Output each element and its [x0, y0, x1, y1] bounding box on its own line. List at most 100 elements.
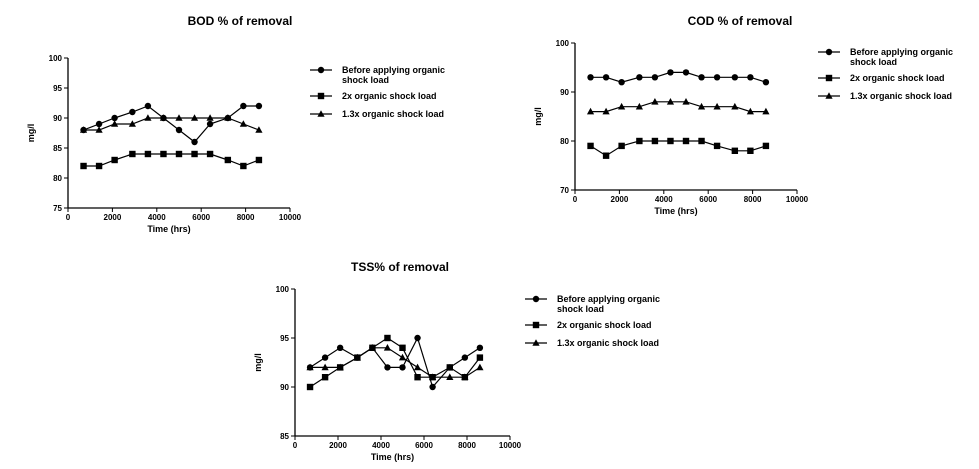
x-tick-label: 4000: [148, 213, 166, 222]
legend-label: 1.3x organic shock load: [850, 91, 952, 101]
x-tick-label: 6000: [192, 213, 210, 222]
legend-marker-triangle: [317, 110, 325, 117]
data-point-circle: [399, 364, 406, 371]
data-point-triangle: [461, 373, 469, 380]
data-point-triangle: [383, 344, 392, 351]
legend-label: 2x organic shock load: [850, 73, 945, 83]
y-tick-label: 90: [280, 383, 289, 392]
data-point-square: [191, 150, 198, 158]
data-point-triangle: [144, 114, 152, 121]
bod-chart: 75 80 85 90 95 100 0 2000 4000 6000 8000 10000 Time …: [26, 54, 445, 234]
data-point-circle: [602, 74, 610, 81]
legend-label: Before applying organic: [557, 294, 660, 304]
y-tick-label: 95: [280, 334, 289, 343]
data-point-circle: [336, 344, 344, 351]
data-point-circle: [762, 79, 770, 86]
legend-label: 1.3x organic shock load: [557, 338, 659, 348]
data-point-triangle: [128, 120, 136, 127]
legend-marker-square: [532, 321, 540, 329]
series-line: [590, 71, 767, 83]
data-point-circle: [321, 354, 329, 361]
data-point-circle: [384, 364, 391, 371]
y-tick-label: 90: [560, 88, 569, 97]
series-triangle: [79, 114, 263, 133]
data-point-triangle: [224, 114, 232, 121]
x-axis-label: Time (hrs): [147, 224, 190, 234]
data-point-circle: [476, 344, 484, 351]
legend-marker-circle: [532, 295, 540, 303]
data-point-triangle: [635, 102, 643, 110]
series-square: [587, 137, 770, 159]
data-point-triangle: [111, 120, 119, 127]
legend-marker-square: [825, 74, 833, 82]
x-tick-label: 10000: [279, 213, 302, 222]
data-point-triangle: [446, 373, 454, 380]
data-point-square: [240, 162, 247, 170]
data-point-square: [224, 156, 232, 164]
data-point-circle: [191, 138, 198, 146]
x-axis-label: Time (hrs): [371, 452, 414, 462]
data-point-square: [111, 156, 118, 164]
data-point-triangle: [618, 102, 626, 110]
data-point-triangle: [713, 102, 721, 110]
data-point-square: [651, 137, 659, 145]
data-point-square: [731, 147, 739, 154]
data-point-circle: [618, 79, 625, 86]
x-tick-label: 10000: [499, 441, 522, 450]
x-tick-label: 0: [66, 213, 71, 222]
data-point-circle: [651, 74, 659, 81]
legend-label: shock load: [557, 304, 604, 314]
data-point-circle: [682, 69, 690, 76]
x-tick-label: 2000: [611, 195, 629, 204]
data-point-triangle: [336, 363, 344, 371]
series-line: [309, 337, 481, 388]
x-tick-label: 4000: [372, 441, 390, 450]
x-tick-label: 8000: [744, 195, 762, 204]
y-tick-label: 90: [53, 114, 62, 123]
data-point-circle: [414, 334, 421, 342]
tss-chart-title: TSS% of removal: [350, 260, 450, 274]
data-point-triangle: [79, 126, 88, 133]
series-line: [590, 101, 766, 113]
x-tick-label: 6000: [699, 195, 717, 204]
data-point-circle: [240, 102, 247, 110]
data-point-triangle: [762, 107, 770, 115]
data-point-circle: [667, 69, 674, 76]
data-point-square: [698, 137, 705, 145]
cod-chart-panel: COD % of removal 70 80 90 100 0 2000 4000 6000 8…: [520, 0, 979, 250]
series-line: [590, 140, 767, 157]
legend-marker-square: [317, 92, 325, 100]
data-point-square: [587, 142, 594, 150]
data-point-triangle: [175, 114, 183, 121]
y-tick-label: 85: [53, 144, 62, 153]
series-line: [83, 105, 259, 143]
legend-label: shock load: [850, 57, 897, 67]
data-point-square: [384, 334, 391, 342]
data-point-triangle: [413, 363, 422, 371]
y-tick-label: 95: [53, 84, 62, 93]
x-tick-label: 4000: [655, 195, 673, 204]
series-circle: [587, 69, 770, 86]
data-point-circle: [731, 74, 739, 81]
x-tick-label: 0: [573, 195, 578, 204]
series-circle: [80, 102, 263, 146]
data-point-circle: [95, 120, 103, 128]
data-point-triangle: [353, 353, 361, 361]
legend-marker-triangle: [532, 339, 540, 346]
data-point-circle: [206, 120, 214, 128]
data-point-square: [618, 142, 625, 150]
data-point-square: [682, 137, 690, 145]
data-point-triangle: [159, 114, 168, 121]
legend-marker-triangle: [825, 92, 833, 99]
cod-chart: 70 80 90 100 0 2000 4000 6000 8000 10000 Time (hrs…: [533, 39, 953, 216]
y-tick-label: 100: [49, 54, 63, 63]
data-point-triangle: [731, 102, 739, 110]
legend-marker-circle: [825, 48, 833, 56]
data-point-triangle: [429, 373, 437, 380]
data-point-square: [713, 142, 721, 150]
data-point-triangle: [255, 126, 263, 133]
y-axis-label: mg/l: [533, 107, 543, 126]
cod-chart-title: COD % of removal: [687, 14, 793, 28]
